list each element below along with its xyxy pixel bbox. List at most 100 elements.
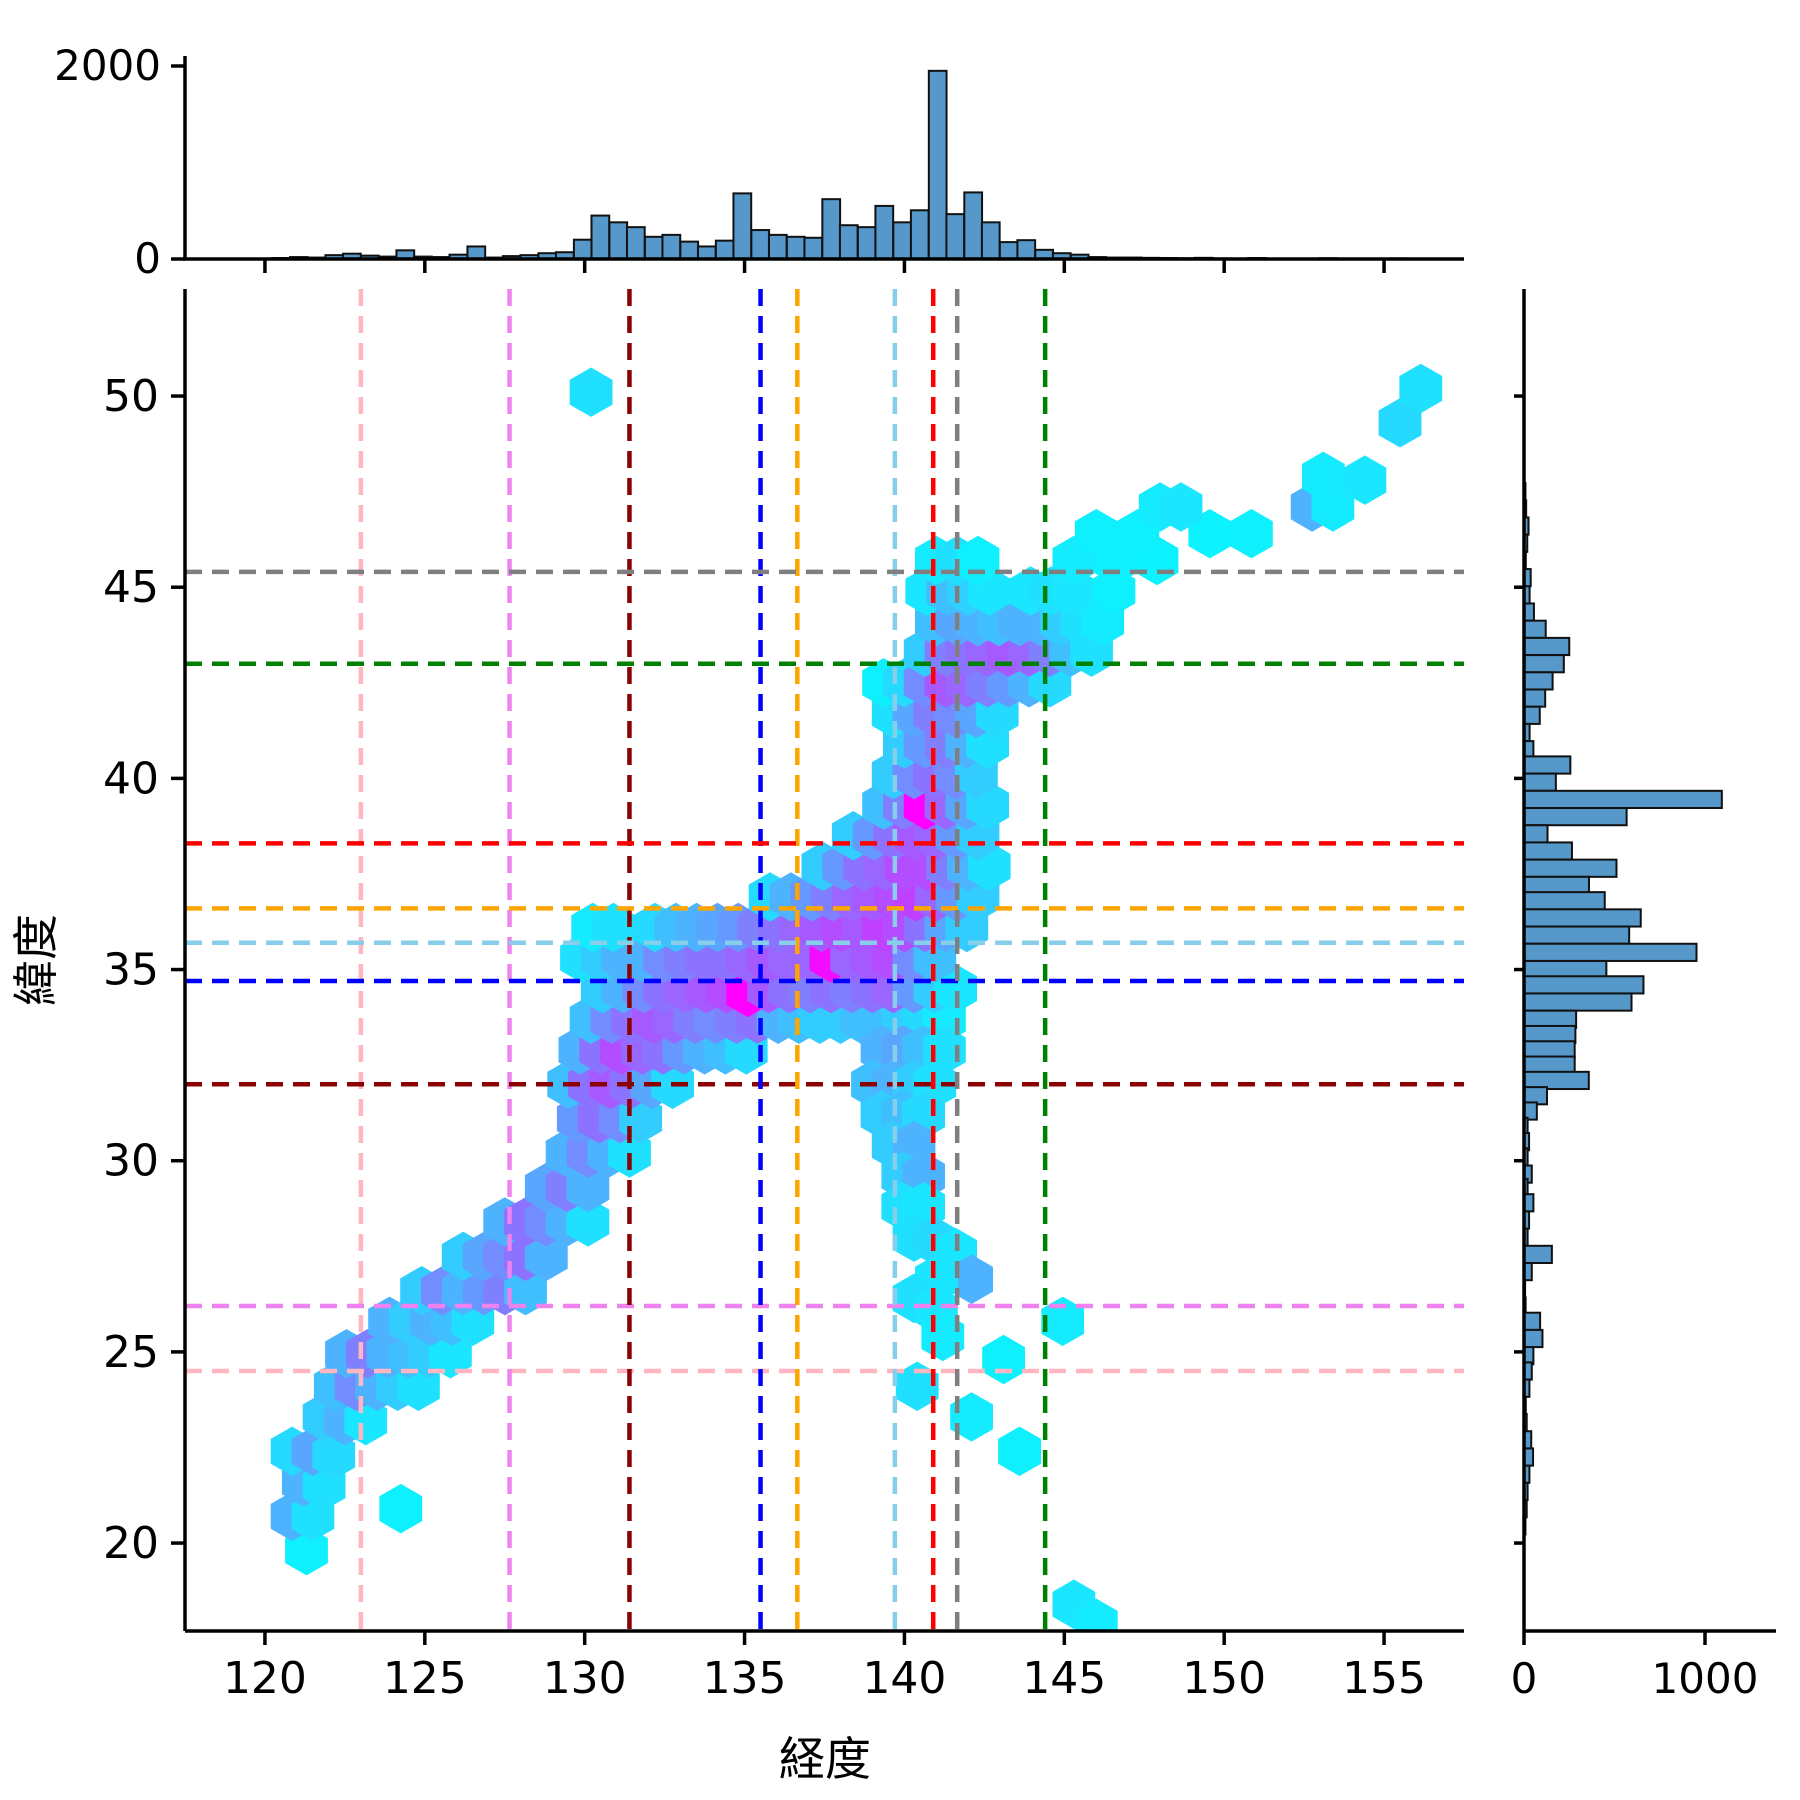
right-histogram-bar [1523, 688, 1547, 708]
top-histogram-bar [945, 213, 966, 261]
main-x-tick-label: 130 [543, 1653, 627, 1704]
top-histogram-bar [892, 221, 913, 260]
hex-cell [956, 535, 1000, 586]
main-y-tick-label: 35 [103, 945, 159, 996]
hex-cell [982, 1334, 1025, 1385]
top-histogram-bar [466, 245, 487, 261]
right-histogram-bar [1523, 858, 1618, 878]
main-x-tick-label: 125 [383, 1653, 467, 1704]
right-histogram-bar [1523, 755, 1572, 775]
right-histogram-bar [1523, 807, 1628, 827]
hexbin-layer [270, 363, 1443, 1631]
main-y-tick-label: 25 [103, 1327, 159, 1378]
right-hist-tick-label: 1000 [1652, 1654, 1759, 1703]
top-histogram-bar [608, 221, 629, 260]
right-histogram-bar [1523, 841, 1573, 861]
hex-cell [895, 1361, 939, 1411]
hex-cell [1230, 509, 1273, 559]
top-hist-tick-label: 2000 [54, 41, 161, 90]
top-histogram-bar [803, 236, 824, 261]
hex-cell [1159, 482, 1203, 532]
main-axes: 120 125 130 135 140 145 150 155 20 25 30 35 40 45 50 [103, 289, 1464, 1704]
city-reference-lines [185, 289, 1464, 1631]
right-histogram-bar [1523, 975, 1645, 995]
hex-cell [950, 1392, 993, 1442]
main-x-tick-label: 135 [703, 1653, 787, 1704]
right-histogram-bar [1523, 925, 1631, 945]
right-histogram-bar [1523, 789, 1723, 810]
hex-cell [1378, 398, 1422, 448]
top-histogram-bar [590, 214, 611, 260]
hex-cell [950, 1254, 993, 1304]
top-histogram-bar [785, 235, 806, 260]
hex-cell [1343, 455, 1387, 505]
hex-cell [566, 1197, 610, 1247]
hex-cell [1074, 509, 1118, 559]
hex-cell [429, 1329, 472, 1379]
top-histogram-bar [625, 226, 646, 260]
main-y-tick-label: 50 [103, 371, 159, 422]
hex-cell [1041, 1296, 1085, 1346]
y-axis-label: 緯度 [9, 914, 63, 1006]
top-histogram-bar [679, 240, 700, 261]
top-histogram-bar [696, 245, 717, 261]
right-histogram-bar [1523, 671, 1554, 691]
top-histogram-bar [821, 198, 842, 260]
main-y-tick-label: 30 [103, 1136, 159, 1187]
hex-cell [1399, 363, 1443, 414]
top-histogram-bar [856, 226, 877, 260]
right-histogram-bar [1523, 636, 1571, 657]
top-histogram-bar [927, 69, 948, 260]
hex-cell [592, 902, 635, 953]
main-x-tick-label: 140 [862, 1653, 946, 1704]
hex-cell [1188, 509, 1232, 559]
right-histogram-bar [1523, 891, 1606, 911]
main-x-tick-label: 145 [1022, 1653, 1106, 1704]
main-y-tick-label: 40 [103, 753, 159, 804]
x-axis-label: 経度 [779, 1732, 871, 1786]
top-histogram-bar [767, 233, 788, 260]
main-x-tick-label: 155 [1342, 1653, 1426, 1704]
top-histogram-bar [750, 229, 771, 261]
right-histogram-bar [1523, 992, 1633, 1012]
hex-cell [504, 1266, 547, 1316]
right-histogram-bar [1523, 619, 1547, 639]
hex-cell [569, 367, 613, 417]
right-histogram-bar [1523, 654, 1565, 674]
top-histogram-bar [963, 191, 984, 260]
right-histogram-bar [1523, 942, 1698, 962]
hex-cell [1301, 451, 1345, 502]
hex-cell [998, 1426, 1041, 1476]
top-marginal-axes: 2000 0 [54, 41, 1464, 283]
top-histogram-bar [874, 204, 895, 261]
right-histogram-bar [1523, 705, 1541, 725]
top-histogram-bar [998, 241, 1019, 261]
hex-cell [379, 1483, 423, 1534]
top-histogram-bar [909, 209, 930, 260]
top-histogram-bar [714, 239, 735, 260]
hex-cell [566, 1162, 610, 1213]
right-histogram-bar [1523, 772, 1557, 792]
right-marginal-axes: 0 1000 [1511, 289, 1776, 1703]
main-x-tick-label: 120 [223, 1653, 307, 1704]
main-y-tick-label: 45 [103, 562, 159, 613]
main-y-tick-label: 20 [103, 1518, 159, 1569]
top-hist-tick-label: 0 [134, 234, 161, 283]
hex-cell [1074, 1598, 1118, 1631]
top-histogram-bar [732, 192, 753, 261]
hex-cell [524, 1231, 568, 1281]
main-x-tick-label: 150 [1182, 1653, 1266, 1704]
top-histogram-bar [572, 238, 593, 260]
top-histogram-bar [838, 224, 859, 261]
top-histogram-bar [1016, 239, 1037, 260]
right-histogram-bar [1523, 908, 1642, 928]
right-histogram-bar [1523, 1328, 1544, 1349]
top-histogram-bar [661, 233, 682, 260]
top-histogram-bar [643, 235, 664, 260]
top-histogram-bar [980, 221, 1001, 260]
right-hist-tick-label: 0 [1511, 1654, 1538, 1703]
right-histogram-bar [1523, 1244, 1553, 1265]
right-histogram-bar [1523, 824, 1549, 844]
